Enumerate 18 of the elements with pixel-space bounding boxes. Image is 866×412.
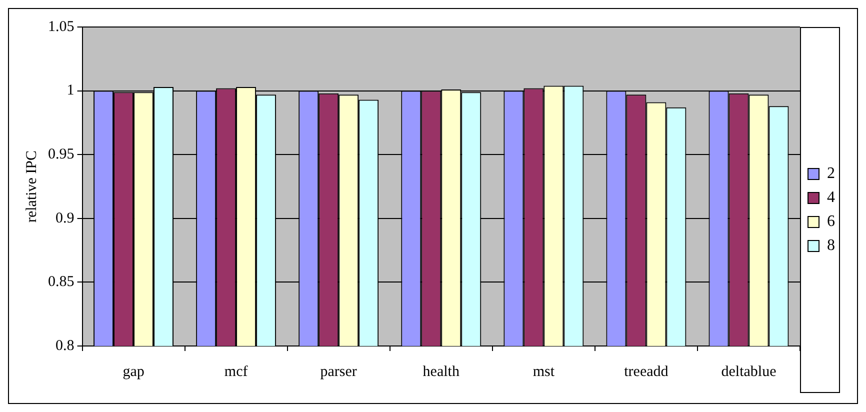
x-tick-label: deltablue — [721, 364, 777, 380]
y-tick-label: 0.95 — [48, 146, 74, 163]
x-tick-label: mcf — [224, 364, 248, 380]
legend-label: 2 — [827, 165, 835, 182]
y-tick-label: 1 — [66, 82, 74, 99]
y-axis-title: relative IPC — [24, 150, 40, 223]
legend-label: 8 — [827, 237, 835, 254]
x-tick-label: health — [422, 364, 460, 380]
x-tick-label: gap — [122, 364, 144, 380]
y-tick-label: 0.8 — [56, 338, 74, 354]
x-tick-label: mst — [532, 364, 556, 380]
y-tick-label: 0.9 — [56, 210, 74, 226]
x-tick-label: parser — [320, 364, 357, 380]
y-tick-label: 1.05 — [48, 18, 74, 35]
x-tick-label: treeadd — [624, 364, 669, 380]
y-tick-label: 0.85 — [48, 274, 74, 290]
legend-label: 4 — [827, 189, 835, 206]
legend-label: 6 — [827, 213, 835, 230]
